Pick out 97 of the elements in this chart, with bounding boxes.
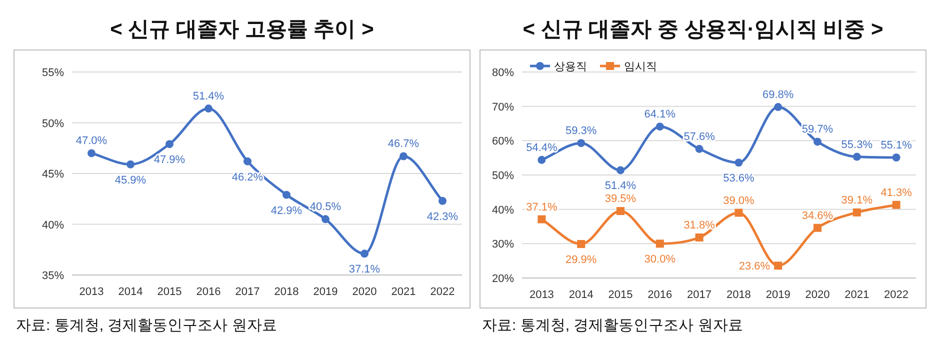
point (695, 233, 704, 242)
data-label: 30.0% (644, 254, 676, 266)
data-label: 41.3% (880, 186, 912, 199)
data-label: 42.9% (270, 204, 302, 217)
x-tick-label: 2016 (648, 289, 672, 301)
x-tick-label: 2017 (235, 286, 260, 298)
data-label: 47.9% (154, 154, 186, 166)
data-label: 23.6% (738, 260, 770, 273)
data-label: 51.4% (192, 90, 224, 103)
x-tick-label: 2015 (157, 286, 182, 298)
data-label: 39.0% (723, 194, 755, 207)
point (656, 240, 664, 248)
x-tick-label: 2020 (352, 286, 377, 298)
x-tick-label: 2013 (529, 289, 554, 301)
chart-title: < 신규 대졸자 고용률 추이 > (110, 18, 374, 41)
y-tick-label: 45% (42, 168, 64, 180)
data-label: 55.1% (880, 139, 912, 152)
legend-label: 상용직 (554, 61, 587, 73)
x-tick-label: 2015 (608, 289, 633, 301)
x-tick-label: 2021 (844, 289, 870, 301)
data-label: 51.4% (604, 180, 636, 192)
data-label: 46.2% (232, 171, 264, 184)
point (814, 224, 822, 232)
data-label: 59.3% (566, 125, 597, 138)
y-tick-label: 35% (42, 270, 64, 282)
data-label: 45.9% (114, 174, 146, 186)
point (734, 158, 743, 167)
y-tick-label: 40% (492, 204, 514, 216)
x-tick-label: 2022 (884, 289, 909, 301)
point (774, 103, 782, 112)
data-label: 55.3% (841, 138, 873, 151)
point (126, 160, 134, 168)
point (616, 207, 624, 216)
data-label: 54.4% (526, 142, 558, 154)
y-tick-label: 40% (42, 219, 64, 232)
y-tick-label: 20% (492, 273, 514, 285)
point (322, 215, 330, 224)
point (577, 139, 586, 148)
point (695, 144, 704, 153)
point (892, 153, 900, 162)
point (734, 208, 743, 217)
x-tick-label: 2013 (79, 286, 104, 298)
data-label: 34.6% (802, 210, 834, 222)
data-label: 39.1% (841, 194, 873, 206)
x-tick-label: 2016 (196, 286, 221, 298)
x-tick-label: 2020 (805, 289, 830, 301)
data-label: 31.8% (684, 219, 716, 232)
point (892, 200, 900, 209)
y-tick-label: 70% (492, 101, 514, 114)
x-tick-label: 2022 (430, 286, 455, 298)
data-label: 69.8% (762, 89, 794, 102)
x-tick-label: 2014 (568, 289, 594, 301)
y-tick-label: 80% (492, 67, 514, 79)
data-label: 53.6% (723, 172, 755, 185)
data-label: 46.7% (388, 138, 420, 150)
x-tick-label: 2018 (274, 286, 299, 298)
y-tick-label: 60% (492, 136, 514, 148)
y-tick-label: 30% (492, 238, 514, 251)
x-tick-label: 2021 (391, 286, 416, 298)
text: 자료: 통계청, 경제활동인구조사 원자료 (16, 317, 277, 334)
data-label: 37.1% (526, 201, 558, 214)
x-tick-label: 2019 (766, 289, 790, 301)
point (774, 262, 782, 270)
data-label: 42.3% (426, 210, 458, 223)
point (282, 190, 290, 199)
chart-title: < 신규 대졸자 중 상용직·임시직 비중 > (522, 18, 884, 41)
data-label: 57.6% (684, 130, 716, 143)
x-tick-label: 2019 (313, 286, 338, 298)
point (852, 152, 861, 161)
point (438, 196, 446, 205)
point (244, 157, 252, 166)
text: 자료: 통계청, 경제활동인구조사 원자료 (482, 317, 743, 334)
x-tick-label: 2014 (118, 286, 143, 298)
data-label: 37.1% (348, 264, 380, 276)
y-tick-label: 55% (42, 67, 64, 79)
point (616, 166, 624, 174)
data-label: 39.5% (604, 193, 636, 206)
point (400, 152, 408, 160)
point (204, 104, 212, 113)
point (538, 156, 546, 164)
point (577, 240, 586, 248)
legend-label: 임시직 (624, 61, 657, 73)
point (88, 149, 96, 158)
data-label: 29.9% (566, 254, 597, 266)
point (852, 208, 861, 216)
point (360, 250, 368, 258)
point (656, 122, 664, 131)
point (538, 215, 546, 224)
data-label: 40.5% (310, 201, 342, 214)
y-tick-label: 50% (492, 170, 514, 182)
point (814, 138, 822, 146)
data-label: 47.0% (76, 135, 108, 148)
x-tick-label: 2017 (687, 289, 712, 301)
data-label: 64.1% (644, 108, 676, 121)
x-tick-label: 2018 (726, 289, 751, 301)
point (166, 140, 174, 148)
y-tick-label: 50% (42, 118, 64, 130)
